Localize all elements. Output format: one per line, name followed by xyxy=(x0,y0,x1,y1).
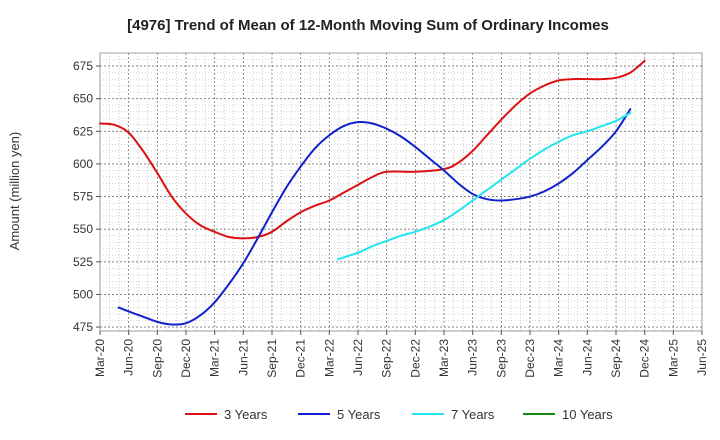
x-tick-label: Sep-24 xyxy=(609,339,623,378)
x-tick-label: Dec-23 xyxy=(523,339,537,378)
plot-area: Mar-20 Jun-20 Sep-20 Dec-20 Mar-21 Jun-21 Sep-… xyxy=(73,52,709,378)
x-tick-label: Dec-22 xyxy=(408,339,422,378)
x-tick-label: Jun-23 xyxy=(466,339,480,376)
x-tick-label: Mar-21 xyxy=(208,339,222,377)
x-tick-label: Jun-20 xyxy=(122,339,136,376)
y-tick-label: 550 xyxy=(73,222,93,236)
y-tick-label: 575 xyxy=(73,190,93,204)
x-tick-label: Jun-22 xyxy=(351,339,365,376)
plot-frame xyxy=(99,52,703,332)
chart-title: [4976] Trend of Mean of 12-Month Moving … xyxy=(127,17,609,34)
legend-label-7-years: 7 Years xyxy=(451,407,495,422)
y-tick-label: 625 xyxy=(73,124,93,138)
legend-label-5-years: 5 Years xyxy=(337,407,381,422)
x-tick-label: Dec-20 xyxy=(179,339,193,378)
x-tick-label: Jun-24 xyxy=(580,339,594,376)
y-tick-label: 500 xyxy=(73,287,93,301)
x-tick-label: Jun-21 xyxy=(236,339,250,376)
y-tick-label: 600 xyxy=(73,157,93,171)
x-tick-label: Sep-21 xyxy=(265,339,279,378)
x-tick-label: Mar-20 xyxy=(93,339,107,377)
y-tick-label: 675 xyxy=(73,59,93,73)
y-axis-label: Amount (million yen) xyxy=(7,132,22,251)
x-tick-label: Dec-24 xyxy=(638,339,652,378)
x-tick-label: Mar-22 xyxy=(322,339,336,377)
x-tick-label: Sep-23 xyxy=(494,339,508,378)
x-tick-label: Jun-25 xyxy=(695,339,709,376)
y-tick-label: 475 xyxy=(73,320,93,334)
x-tick-label: Sep-22 xyxy=(380,339,394,378)
series-line-7-years xyxy=(336,112,632,261)
x-tick-label: Mar-25 xyxy=(666,339,680,377)
y-tick-label: 650 xyxy=(73,92,93,106)
series-line-3-years xyxy=(99,59,646,240)
y-tick-label: 525 xyxy=(73,255,93,269)
legend-label-3-years: 3 Years xyxy=(224,407,268,422)
x-tick-label: Sep-20 xyxy=(150,339,164,378)
series-line-5-years xyxy=(117,108,632,326)
x-tick-label: Mar-24 xyxy=(552,339,566,377)
x-tick-label: Dec-21 xyxy=(294,339,308,378)
legend-label-10-years: 10 Years xyxy=(562,407,613,422)
legend: 3 Years 5 Years 7 Years 10 Years xyxy=(185,407,613,422)
x-tick-label: Mar-23 xyxy=(437,339,451,377)
